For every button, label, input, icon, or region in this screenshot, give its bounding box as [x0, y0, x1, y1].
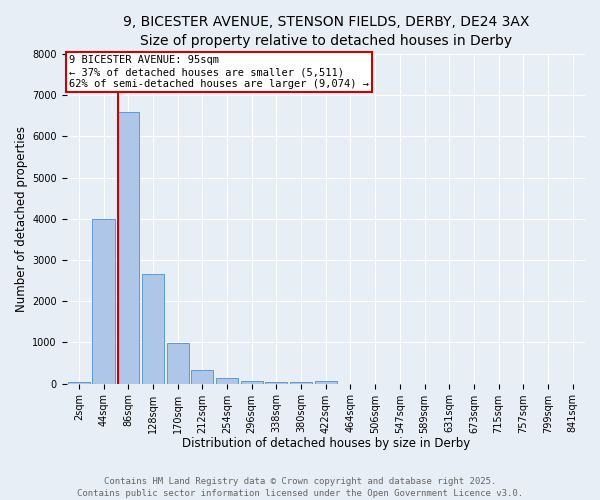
- Bar: [314, 381, 337, 384]
- Bar: [216, 378, 238, 384]
- Bar: [191, 370, 214, 384]
- Y-axis label: Number of detached properties: Number of detached properties: [15, 126, 28, 312]
- Text: Contains HM Land Registry data © Crown copyright and database right 2025.
Contai: Contains HM Land Registry data © Crown c…: [77, 476, 523, 498]
- Bar: [290, 382, 312, 384]
- X-axis label: Distribution of detached houses by size in Derby: Distribution of detached houses by size …: [182, 437, 470, 450]
- Bar: [265, 382, 287, 384]
- Bar: [117, 112, 139, 384]
- Bar: [167, 344, 189, 384]
- Text: 9 BICESTER AVENUE: 95sqm
← 37% of detached houses are smaller (5,511)
62% of sem: 9 BICESTER AVENUE: 95sqm ← 37% of detach…: [69, 56, 369, 88]
- Bar: [92, 218, 115, 384]
- Bar: [241, 380, 263, 384]
- Title: 9, BICESTER AVENUE, STENSON FIELDS, DERBY, DE24 3AX
Size of property relative to: 9, BICESTER AVENUE, STENSON FIELDS, DERB…: [122, 15, 529, 48]
- Bar: [142, 274, 164, 384]
- Bar: [68, 382, 90, 384]
